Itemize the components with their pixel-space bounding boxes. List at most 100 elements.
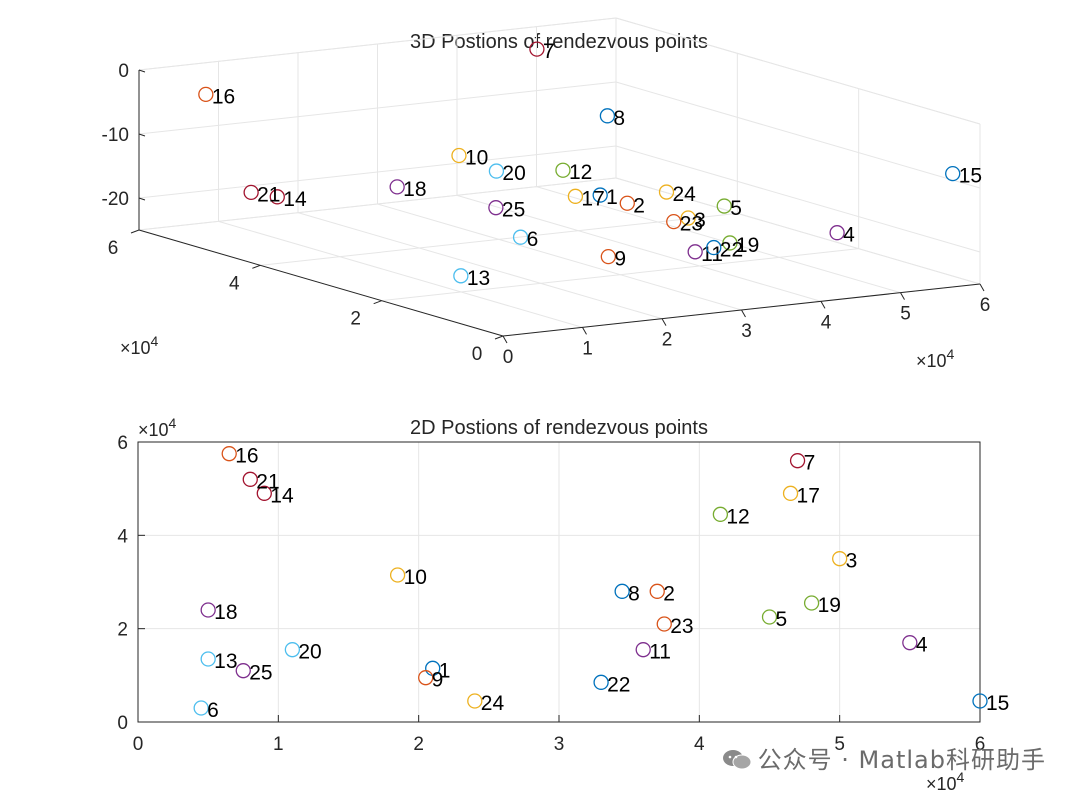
point-23-label: 23: [670, 615, 693, 638]
point-23-label: 23: [680, 213, 703, 236]
point-24-marker: [467, 693, 483, 709]
point-1-label: 1: [439, 659, 451, 682]
y-tick: [130, 229, 140, 234]
grid-line: [536, 186, 901, 294]
point-3-marker: [832, 551, 848, 567]
grid-line: [615, 145, 981, 253]
chart-3d-y-exponent: ×104: [120, 333, 159, 358]
point-16-label: 16: [235, 445, 258, 468]
point-18-label: 18: [214, 601, 237, 624]
point-23-marker: [656, 616, 672, 632]
y-tick-label: 0: [472, 344, 483, 365]
z-tick-label: -10: [102, 125, 129, 146]
point-7-marker: [789, 453, 806, 469]
point-7-label: 7: [804, 452, 816, 475]
point-17-marker: [782, 485, 799, 501]
point-10-label: 10: [404, 566, 427, 589]
point-2-label: 2: [633, 194, 645, 217]
point-8-marker: [614, 583, 630, 599]
point-2-label: 2: [663, 582, 675, 605]
point-12-label: 12: [726, 505, 749, 528]
point-3-label: 3: [694, 209, 706, 232]
x-tick-label: 5: [834, 734, 845, 755]
grid-line: [218, 220, 583, 328]
point-11-marker: [687, 244, 703, 260]
point-15-label: 15: [986, 692, 1009, 715]
wechat-icon: [722, 749, 752, 771]
y-tick-label: 2: [350, 309, 361, 330]
point-19-label: 19: [818, 594, 841, 617]
y-tick: [373, 300, 382, 305]
point-9-marker: [600, 248, 616, 265]
y-tick-label: 0: [117, 713, 128, 734]
point-16-marker: [221, 446, 237, 462]
point-20-marker: [284, 642, 301, 658]
point-12-marker: [555, 162, 571, 178]
chart-2d-axes: [137, 441, 981, 723]
x-tick-label: 6: [975, 734, 986, 755]
box-edge: [138, 177, 617, 231]
point-13-label: 13: [467, 267, 490, 290]
plot-frame: [137, 441, 981, 723]
y-tick-label: 6: [108, 238, 119, 259]
grid-line: [615, 81, 981, 189]
x-tick-label: 1: [273, 734, 284, 755]
point-5-marker: [761, 609, 778, 625]
watermark: 公众号 · Matlab科研助手: [722, 740, 1046, 775]
point-14-marker: [256, 485, 272, 501]
x-tick-label: 5: [900, 304, 911, 325]
x-tick-label: 2: [662, 330, 673, 351]
x-tick-label: 3: [554, 734, 565, 755]
point-24-label: 24: [673, 183, 697, 206]
point-11-label: 11: [649, 641, 671, 664]
point-7-label: 7: [543, 40, 555, 63]
point-17-label: 17: [797, 484, 820, 507]
point-24-label: 24: [481, 692, 505, 715]
y-tick: [252, 264, 261, 269]
point-18-marker: [200, 602, 216, 618]
z-tick: [138, 133, 146, 137]
point-21-label: 21: [256, 470, 279, 493]
point-13-label: 13: [214, 650, 237, 673]
point-1-label: 1: [606, 186, 618, 209]
x-tick: [502, 335, 508, 344]
chart-2d-title: 2D Postions of rendezvous points: [410, 417, 708, 439]
y-tick-label: 2: [117, 620, 128, 641]
point-15-marker: [972, 693, 988, 709]
point-3-label: 3: [846, 550, 858, 573]
point-6-label: 6: [207, 699, 219, 722]
point-25-marker: [235, 663, 251, 679]
point-6-label: 6: [527, 228, 539, 251]
point-24-marker: [658, 184, 675, 200]
point-6-marker: [193, 700, 209, 716]
point-13-marker: [453, 268, 469, 284]
point-5-marker: [716, 198, 732, 214]
point-9-label: 9: [432, 669, 444, 692]
grid-line: [138, 145, 617, 199]
x-tick-label: 3: [741, 321, 752, 342]
point-16-label: 16: [212, 85, 235, 108]
point-7-marker: [529, 41, 545, 57]
z-tick-label: 0: [118, 61, 129, 82]
point-13-marker: [200, 651, 216, 667]
point-10-label: 10: [465, 147, 488, 170]
box-edge: [615, 177, 981, 285]
z-tick: [138, 197, 146, 201]
point-18-label: 18: [403, 178, 426, 201]
point-4-marker: [902, 635, 918, 651]
point-9-marker: [418, 670, 434, 686]
chart-3d-grid: [138, 17, 981, 337]
grid-line: [260, 212, 738, 266]
chart-2d-x-exponent: ×104: [926, 769, 965, 794]
point-22-label: 22: [607, 673, 630, 696]
point-18-marker: [389, 179, 405, 195]
z-tick: [138, 69, 146, 73]
chart-3d-x-exponent: ×104: [916, 346, 955, 371]
point-5-label: 5: [776, 608, 788, 631]
point-12-label: 12: [569, 161, 592, 184]
point-25-label: 25: [502, 199, 525, 222]
point-23-marker: [666, 213, 682, 230]
x-tick: [900, 292, 905, 300]
